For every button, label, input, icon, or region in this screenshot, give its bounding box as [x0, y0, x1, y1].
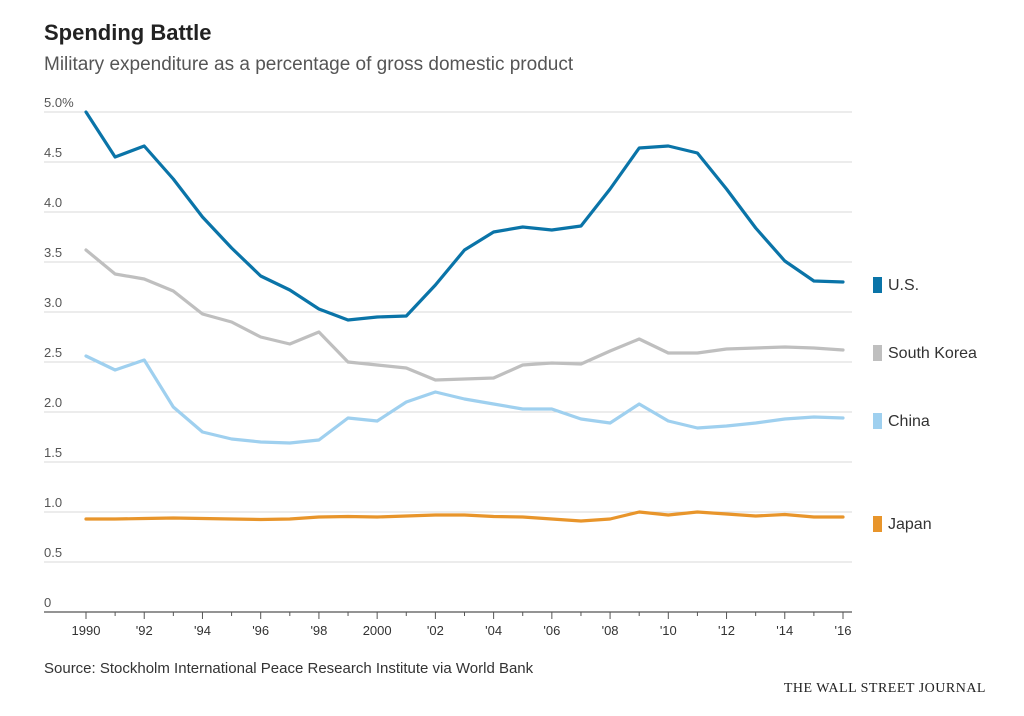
x-tick-label: '06 — [543, 623, 560, 638]
y-tick-label: 0.5 — [44, 545, 62, 560]
chart-title: Spending Battle — [44, 20, 212, 45]
x-tick-label: '14 — [776, 623, 793, 638]
y-tick-label: 1.5 — [44, 445, 62, 460]
legend-swatch-u-s — [873, 277, 882, 293]
gridlines — [44, 111, 852, 613]
y-tick-label: 4.0 — [44, 195, 62, 210]
x-tick-label: '96 — [252, 623, 269, 638]
x-tick-label: '08 — [602, 623, 619, 638]
x-tick-label: '10 — [660, 623, 677, 638]
y-tick-label: 5.0% — [44, 95, 74, 110]
legend-swatch-south-korea — [873, 345, 882, 361]
legend-label-south-korea: South Korea — [888, 345, 977, 362]
x-tick-label: '92 — [136, 623, 153, 638]
x-tick-label: '12 — [718, 623, 735, 638]
legend: U.S. South Korea China Japan — [873, 277, 977, 533]
y-tick-label: 2.5 — [44, 345, 62, 360]
legend-label-china: China — [888, 413, 930, 430]
x-tick-label: '16 — [835, 623, 852, 638]
y-tick-label: 2.0 — [44, 395, 62, 410]
series-line-south-korea — [84, 248, 845, 382]
y-tick-label: 3.0 — [44, 295, 62, 310]
chart-subtitle: Military expenditure as a percentage of … — [44, 54, 574, 75]
source-note: Source: Stockholm International Peace Re… — [44, 660, 534, 677]
legend-swatch-china — [873, 413, 882, 429]
y-tick-label: 0 — [44, 595, 51, 610]
series-line-japan — [84, 510, 845, 523]
x-tick-label: 2000 — [363, 623, 392, 638]
x-tick-label: '02 — [427, 623, 444, 638]
legend-swatch-japan — [873, 516, 882, 532]
y-tick-label: 1.0 — [44, 495, 62, 510]
x-tick-label: '98 — [310, 623, 327, 638]
series-lines — [84, 110, 845, 523]
legend-label-japan: Japan — [888, 516, 932, 533]
x-tick-label: 1990 — [72, 623, 101, 638]
x-tick-label: '04 — [485, 623, 502, 638]
series-line-u-s — [84, 110, 845, 322]
y-tick-label: 4.5 — [44, 145, 62, 160]
y-axis-ticks: 0 0.5 1.0 1.5 2.0 2.5 3.0 3.5 4.0 4.5 5.0% — [44, 95, 74, 610]
legend-label-u-s: U.S. — [888, 277, 919, 294]
x-tick-label: '94 — [194, 623, 211, 638]
series-line-china — [84, 354, 845, 445]
publisher-logo: THE WALL STREET JOURNAL — [783, 681, 986, 696]
y-tick-label: 3.5 — [44, 245, 62, 260]
x-axis: 1990 '92 '94 '96 '98 2000 '02 '04 '06 '08 '10 '12 '1… — [72, 612, 852, 638]
